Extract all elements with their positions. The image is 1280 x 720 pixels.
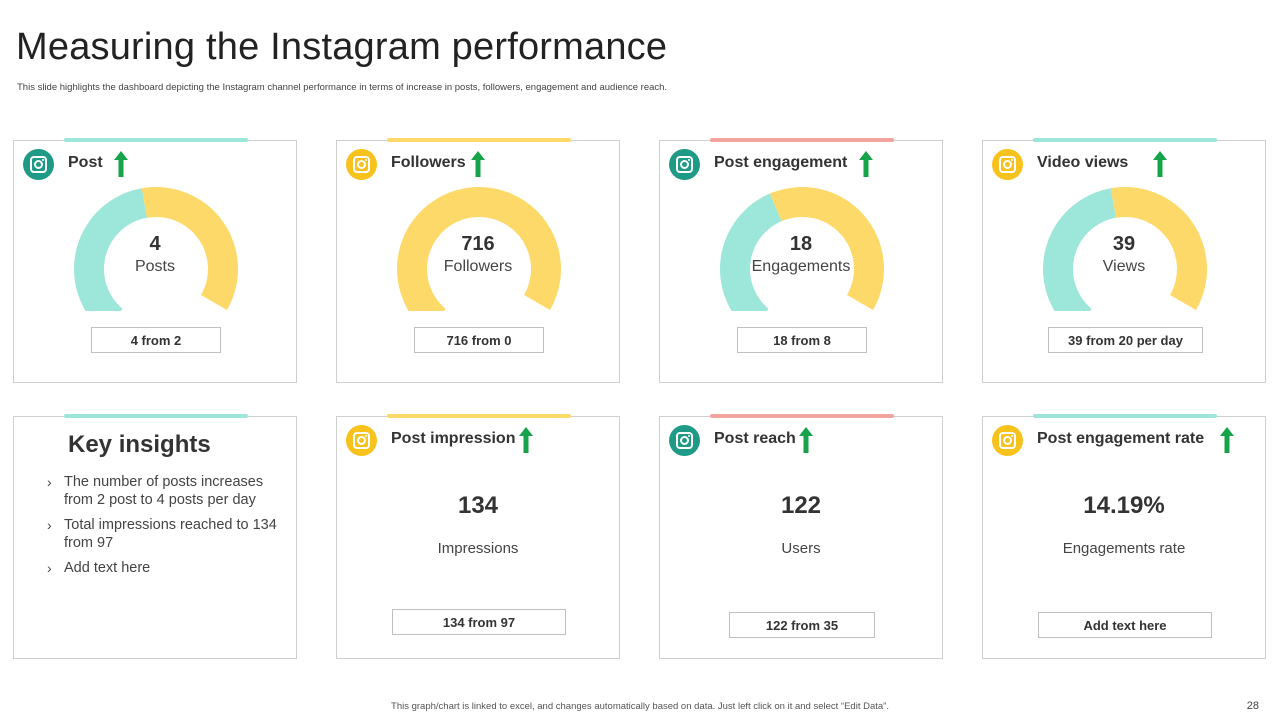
- card-title: Post engagement: [714, 154, 848, 171]
- card-accent-bar: [387, 414, 571, 418]
- instagram-icon: [346, 425, 377, 456]
- gauge-chart: [74, 187, 238, 311]
- gauge-segment-remaining: [141, 187, 238, 310]
- card-accent-bar: [64, 138, 248, 142]
- card-title: Followers: [391, 154, 466, 171]
- up-arrow-icon: [1220, 427, 1234, 453]
- up-arrow-icon: [859, 151, 873, 177]
- insights-title: Key insights: [68, 431, 211, 458]
- footer-note: This graph/chart is linked to excel, and…: [391, 701, 889, 712]
- card-accent-bar: [710, 138, 894, 142]
- gauge-segment-remaining: [1110, 187, 1207, 310]
- instagram-icon: [669, 425, 700, 456]
- up-arrow-icon: [1153, 151, 1167, 177]
- card-value: 18: [789, 233, 813, 255]
- card-accent-bar: [1033, 414, 1217, 418]
- insight-item: Total impressions reached to 134 from 97: [47, 516, 287, 552]
- comparison-box: 134 from 97: [392, 609, 566, 635]
- card-accent-bar: [64, 414, 248, 418]
- card-accent-bar: [387, 138, 571, 142]
- card-title: Post engagement rate: [1037, 430, 1205, 447]
- gauge-chart: [397, 187, 561, 311]
- gauge-segment-achieved: [74, 188, 147, 311]
- up-arrow-icon: [114, 151, 128, 177]
- comparison-box: Add text here: [1038, 612, 1212, 638]
- gauge-chart: [1043, 187, 1207, 311]
- card-unit: Followers: [443, 258, 513, 275]
- comparison-box: 4 from 2: [91, 327, 221, 353]
- card-value: 716: [461, 233, 495, 255]
- up-arrow-icon: [471, 151, 485, 177]
- engagement-rate-card: Post engagement rate 14.19% Engagements …: [982, 414, 1266, 659]
- instagram-icon: [992, 149, 1023, 180]
- post-card: Post 4 Posts 4 from 2: [13, 138, 297, 383]
- gauge-chart: [720, 187, 884, 311]
- page-subtitle: This slide highlights the dashboard depi…: [17, 82, 668, 93]
- page-number: 28: [1246, 700, 1259, 712]
- up-arrow-icon: [799, 427, 813, 453]
- instagram-icon: [346, 149, 377, 180]
- followers-card: Followers 716 Followers 716 from 0: [336, 138, 620, 383]
- gauge-segment-achieved: [720, 193, 782, 311]
- card-value: 122: [780, 492, 822, 519]
- comparison-box: 716 from 0: [414, 327, 544, 353]
- card-unit: Views: [1102, 258, 1146, 275]
- card-title: Post: [68, 154, 103, 171]
- card-unit: Impressions: [437, 540, 519, 557]
- instagram-icon: [23, 149, 54, 180]
- card-unit: Posts: [134, 258, 175, 275]
- card-value: 39: [1112, 233, 1136, 255]
- instagram-icon: [992, 425, 1023, 456]
- card-accent-bar: [1033, 138, 1217, 142]
- card-value: 14.19%: [1083, 492, 1165, 519]
- card-value: 4: [149, 233, 161, 255]
- comparison-box: 39 from 20 per day: [1048, 327, 1203, 353]
- insight-item: Add text here: [47, 559, 287, 577]
- comparison-box: 122 from 35: [729, 612, 875, 638]
- card-title: Post reach: [714, 430, 796, 447]
- card-value: 134: [457, 492, 499, 519]
- gauge-segment-remaining: [397, 187, 561, 311]
- comparison-box: 18 from 8: [737, 327, 867, 353]
- gauge-segment-achieved: [1043, 188, 1116, 311]
- card-unit: Users: [781, 540, 821, 557]
- key-insights-card: Key insights The number of posts increas…: [13, 414, 297, 659]
- insights-list: The number of posts increases from 2 pos…: [47, 473, 287, 584]
- video-views-card: Video views 39 Views 39 from 20 per day: [982, 138, 1266, 383]
- insight-item: The number of posts increases from 2 pos…: [47, 473, 287, 509]
- instagram-icon: [669, 149, 700, 180]
- card-unit: Engagements rate: [1062, 540, 1186, 557]
- impression-card: Post impression 134 Impressions 134 from…: [336, 414, 620, 659]
- card-title: Post impression: [391, 430, 516, 447]
- card-accent-bar: [710, 414, 894, 418]
- reach-card: Post reach 122 Users 122 from 35: [659, 414, 943, 659]
- engagement-card: Post engagement 18 Engagements 18 from 8: [659, 138, 943, 383]
- up-arrow-icon: [519, 427, 533, 453]
- gauge-segment-remaining: [769, 187, 884, 310]
- page-title: Measuring the Instagram performance: [16, 26, 668, 68]
- card-unit: Engagements: [751, 258, 851, 275]
- card-title: Video views: [1037, 154, 1129, 171]
